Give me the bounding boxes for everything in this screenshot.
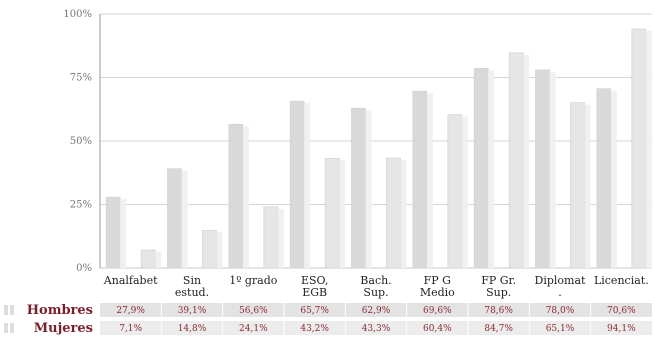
category-label: Diplomat [535,274,587,287]
bar-side [523,54,530,268]
category-label: estud. [175,286,209,299]
category-label: Analfabet [103,274,158,287]
table-row-bg [100,303,652,317]
bar [596,88,612,269]
y-tick-label: 0% [76,263,92,274]
row-marker [4,323,8,333]
bar-side [488,70,495,268]
table-cell: 69,6% [423,306,452,316]
table-cell: 56,6% [239,306,268,316]
table-cell: 70,6% [607,306,636,316]
y-tick-label: 100% [63,9,92,20]
row-marker [10,305,14,315]
category-label: FP G [424,274,451,287]
bar-side [549,71,556,268]
table-cell: 43,2% [300,324,329,334]
bar [351,107,366,269]
bar-side [365,110,372,268]
y-tick-label: 50% [70,136,92,147]
bar [105,196,121,269]
bar [228,123,244,269]
grid-layer [100,13,652,269]
bar-side [426,93,433,268]
series-label: Hombres [27,303,93,318]
bar [202,230,217,269]
bar-side [400,160,407,268]
bar-side [155,251,162,268]
bar-side [610,90,617,269]
bar [570,102,585,269]
table-row-bg [100,321,652,335]
category-label: Medio [420,286,455,299]
category-label: FP Gr. [481,274,516,287]
bar-side [216,232,223,268]
table-cell: 43,3% [362,324,391,334]
data-table: Hombres 27,9% 39,1% 56,6% 65,7% 62,9% 69,6% 78,… [4,303,652,336]
table-cell: 62,9% [362,306,391,316]
bar [508,52,524,269]
table-cell: 7,1% [119,324,142,334]
bar-side [461,116,468,268]
bar [412,90,428,269]
bar-side [339,160,346,268]
bar [140,249,156,269]
bar [631,28,647,269]
table-cell: 78,6% [484,306,513,316]
bar-side [645,30,652,269]
table-cell: 94,1% [607,324,636,334]
table-cell: 65,1% [546,324,575,334]
category-label: ESO, [301,274,328,287]
category-label: Sup. [486,286,511,299]
category-label: . [558,286,562,299]
table-cell: 78,0% [546,306,575,316]
bars-layer [105,28,652,269]
table-cell: 60,4% [423,324,452,334]
bar [447,114,463,269]
bar-side [181,170,188,268]
bar [263,206,279,269]
bar-side [242,126,249,269]
axis-layer: 0% 25% 50% 75% 100% [63,9,101,274]
category-label: 1º grado [229,274,278,287]
y-tick-label: 25% [70,200,92,211]
table-cell: 14,8% [178,324,207,334]
table-cell: 27,9% [116,306,145,316]
category-label: Bach. [360,274,391,287]
bar [473,68,489,269]
bar [167,168,182,269]
row-marker [10,323,14,333]
y-tick-label: 75% [70,73,92,84]
bar-side [120,199,127,268]
category-label: Licenciat. [594,274,649,287]
bar [289,100,305,269]
bar-side [584,104,591,269]
row-marker [4,305,8,315]
bar [386,157,401,269]
bar [324,157,340,269]
category-label: Sin [183,274,201,287]
table-cell: 84,7% [484,324,513,334]
table-cell: 39,1% [178,306,207,316]
bar-side [277,208,284,268]
table-cell: 65,7% [300,306,329,316]
series-label: Mujeres [34,321,93,336]
category-label: Sup. [363,286,388,299]
bar-side [304,103,311,268]
category-label: EGB [302,286,327,299]
bar [535,69,550,269]
table-cell: 24,1% [239,324,268,334]
